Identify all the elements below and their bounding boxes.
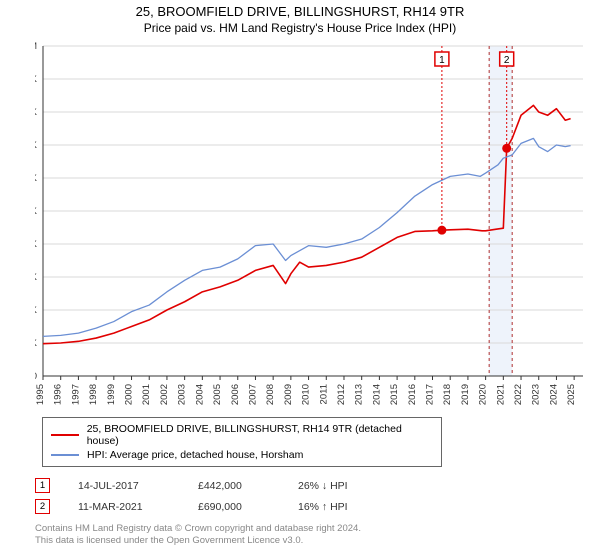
svg-text:2021: 2021 — [495, 384, 506, 405]
svg-text:£500K: £500K — [35, 206, 38, 217]
svg-text:£1M: £1M — [35, 41, 37, 52]
svg-text:2002: 2002 — [159, 384, 170, 405]
svg-text:£200K: £200K — [35, 305, 38, 316]
svg-text:2: 2 — [504, 55, 510, 66]
legend-box: 25, BROOMFIELD DRIVE, BILLINGSHURST, RH1… — [42, 417, 442, 467]
chart-svg: £0 £100K £200K £300K £400K £500K £600K £700K £80… — [35, 41, 600, 411]
svg-text:2006: 2006 — [230, 384, 241, 405]
svg-text:2005: 2005 — [212, 384, 223, 405]
svg-text:2022: 2022 — [513, 384, 524, 405]
svg-text:2009: 2009 — [283, 384, 294, 405]
svg-text:£400K: £400K — [35, 239, 38, 250]
transaction-price: £442,000 — [198, 480, 298, 492]
chart-plot-area: £0 £100K £200K £300K £400K £500K £600K £700K £80… — [35, 41, 600, 411]
legend-label: 25, BROOMFIELD DRIVE, BILLINGSHURST, RH1… — [87, 423, 433, 447]
svg-text:£800K: £800K — [35, 107, 38, 118]
chart-title: 25, BROOMFIELD DRIVE, BILLINGSHURST, RH1… — [0, 4, 600, 19]
svg-text:2014: 2014 — [371, 384, 382, 405]
svg-text:2001: 2001 — [141, 384, 152, 405]
svg-text:2011: 2011 — [318, 384, 329, 404]
transaction-row: 2 11-MAR-2021 £690,000 16% ↑ HPI — [35, 496, 590, 517]
svg-text:£700K: £700K — [35, 140, 38, 151]
svg-text:2004: 2004 — [194, 384, 205, 405]
svg-text:£600K: £600K — [35, 173, 38, 184]
svg-text:2003: 2003 — [177, 384, 188, 405]
svg-text:2024: 2024 — [548, 384, 559, 405]
svg-text:2017: 2017 — [425, 384, 436, 405]
chart-subtitle: Price paid vs. HM Land Registry's House … — [0, 21, 600, 35]
transaction-marker: 1 — [35, 478, 50, 493]
svg-text:2013: 2013 — [354, 384, 365, 405]
svg-text:2025: 2025 — [566, 384, 577, 405]
svg-text:1: 1 — [439, 55, 445, 66]
svg-text:2019: 2019 — [460, 384, 471, 405]
transaction-pct: 26% ↓ HPI — [298, 480, 398, 492]
legend-swatch — [51, 454, 79, 456]
svg-text:2010: 2010 — [301, 384, 312, 405]
transaction-marker: 2 — [35, 499, 50, 514]
footer-line-1: Contains HM Land Registry data © Crown c… — [35, 523, 590, 535]
legend-row: 25, BROOMFIELD DRIVE, BILLINGSHURST, RH1… — [51, 422, 433, 448]
svg-text:£0: £0 — [35, 371, 37, 382]
transaction-pct: 16% ↑ HPI — [298, 501, 398, 513]
footer-text: Contains HM Land Registry data © Crown c… — [35, 523, 590, 548]
transactions-table: 1 14-JUL-2017 £442,000 26% ↓ HPI 2 11-MA… — [35, 475, 590, 517]
svg-text:£100K: £100K — [35, 338, 38, 349]
transaction-date: 11-MAR-2021 — [78, 501, 198, 513]
chart-container: 25, BROOMFIELD DRIVE, BILLINGSHURST, RH1… — [0, 0, 600, 560]
svg-text:2008: 2008 — [265, 384, 276, 405]
svg-text:2000: 2000 — [124, 384, 135, 405]
svg-text:1995: 1995 — [35, 384, 46, 405]
svg-text:£300K: £300K — [35, 272, 38, 283]
svg-text:1998: 1998 — [88, 384, 99, 405]
svg-text:2007: 2007 — [247, 384, 258, 405]
svg-text:£900K: £900K — [35, 74, 38, 85]
transaction-price: £690,000 — [198, 501, 298, 513]
legend-row: HPI: Average price, detached house, Hors… — [51, 448, 433, 462]
svg-text:2012: 2012 — [336, 384, 347, 405]
svg-text:2018: 2018 — [442, 384, 453, 405]
svg-text:1999: 1999 — [106, 384, 117, 405]
transaction-row: 1 14-JUL-2017 £442,000 26% ↓ HPI — [35, 475, 590, 496]
footer-line-2: This data is licensed under the Open Gov… — [35, 535, 590, 547]
legend-label: HPI: Average price, detached house, Hors… — [87, 449, 303, 461]
svg-text:2016: 2016 — [407, 384, 418, 405]
svg-text:2015: 2015 — [389, 384, 400, 405]
svg-text:1996: 1996 — [53, 384, 64, 405]
legend-swatch — [51, 434, 79, 436]
svg-text:2020: 2020 — [478, 384, 489, 405]
transaction-date: 14-JUL-2017 — [78, 480, 198, 492]
svg-text:1997: 1997 — [70, 384, 81, 405]
svg-text:2023: 2023 — [531, 384, 542, 405]
